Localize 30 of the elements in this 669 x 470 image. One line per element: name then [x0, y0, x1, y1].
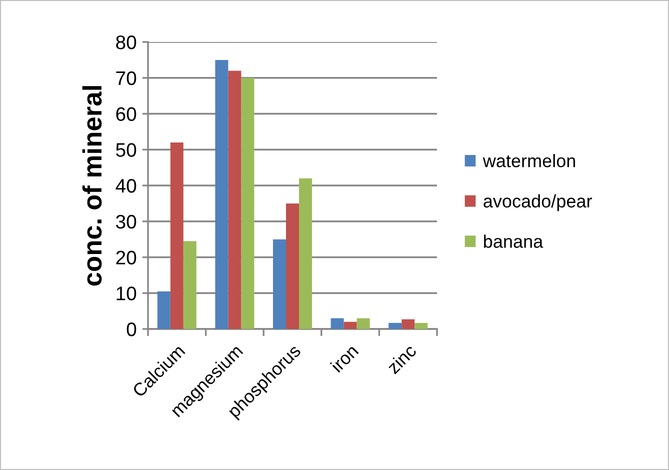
y-tick-label: 20 — [116, 250, 136, 264]
bar — [388, 322, 402, 329]
y-tick-label: 50 — [116, 143, 136, 157]
y-tick-label: 40 — [116, 178, 136, 193]
y-axis-title: conc. of mineral — [82, 86, 102, 286]
bar — [157, 291, 170, 329]
y-tick-label: 70 — [116, 71, 136, 86]
bar — [286, 203, 300, 329]
y-tick-label: 10 — [116, 286, 136, 300]
bar — [414, 322, 428, 329]
bar — [170, 142, 184, 329]
bar — [356, 318, 370, 329]
bar — [272, 239, 286, 329]
bar — [183, 241, 196, 329]
legend-label: watermelon — [482, 154, 576, 168]
bar — [402, 319, 415, 329]
x-tick-label: zinc — [386, 343, 418, 374]
bar — [241, 78, 254, 329]
bar — [344, 322, 357, 329]
y-tick-label: 60 — [116, 107, 136, 121]
legend-label: avocado/pear — [484, 194, 592, 212]
x-tick-label: iron — [330, 344, 359, 373]
bar — [330, 318, 344, 329]
legend-label: banana — [484, 234, 544, 248]
bar — [228, 70, 242, 329]
bar — [299, 178, 312, 329]
bar — [215, 60, 228, 329]
y-tick-label: 0 — [126, 322, 136, 336]
y-tick-label: 30 — [116, 214, 136, 229]
y-tick-label: 80 — [116, 35, 136, 50]
